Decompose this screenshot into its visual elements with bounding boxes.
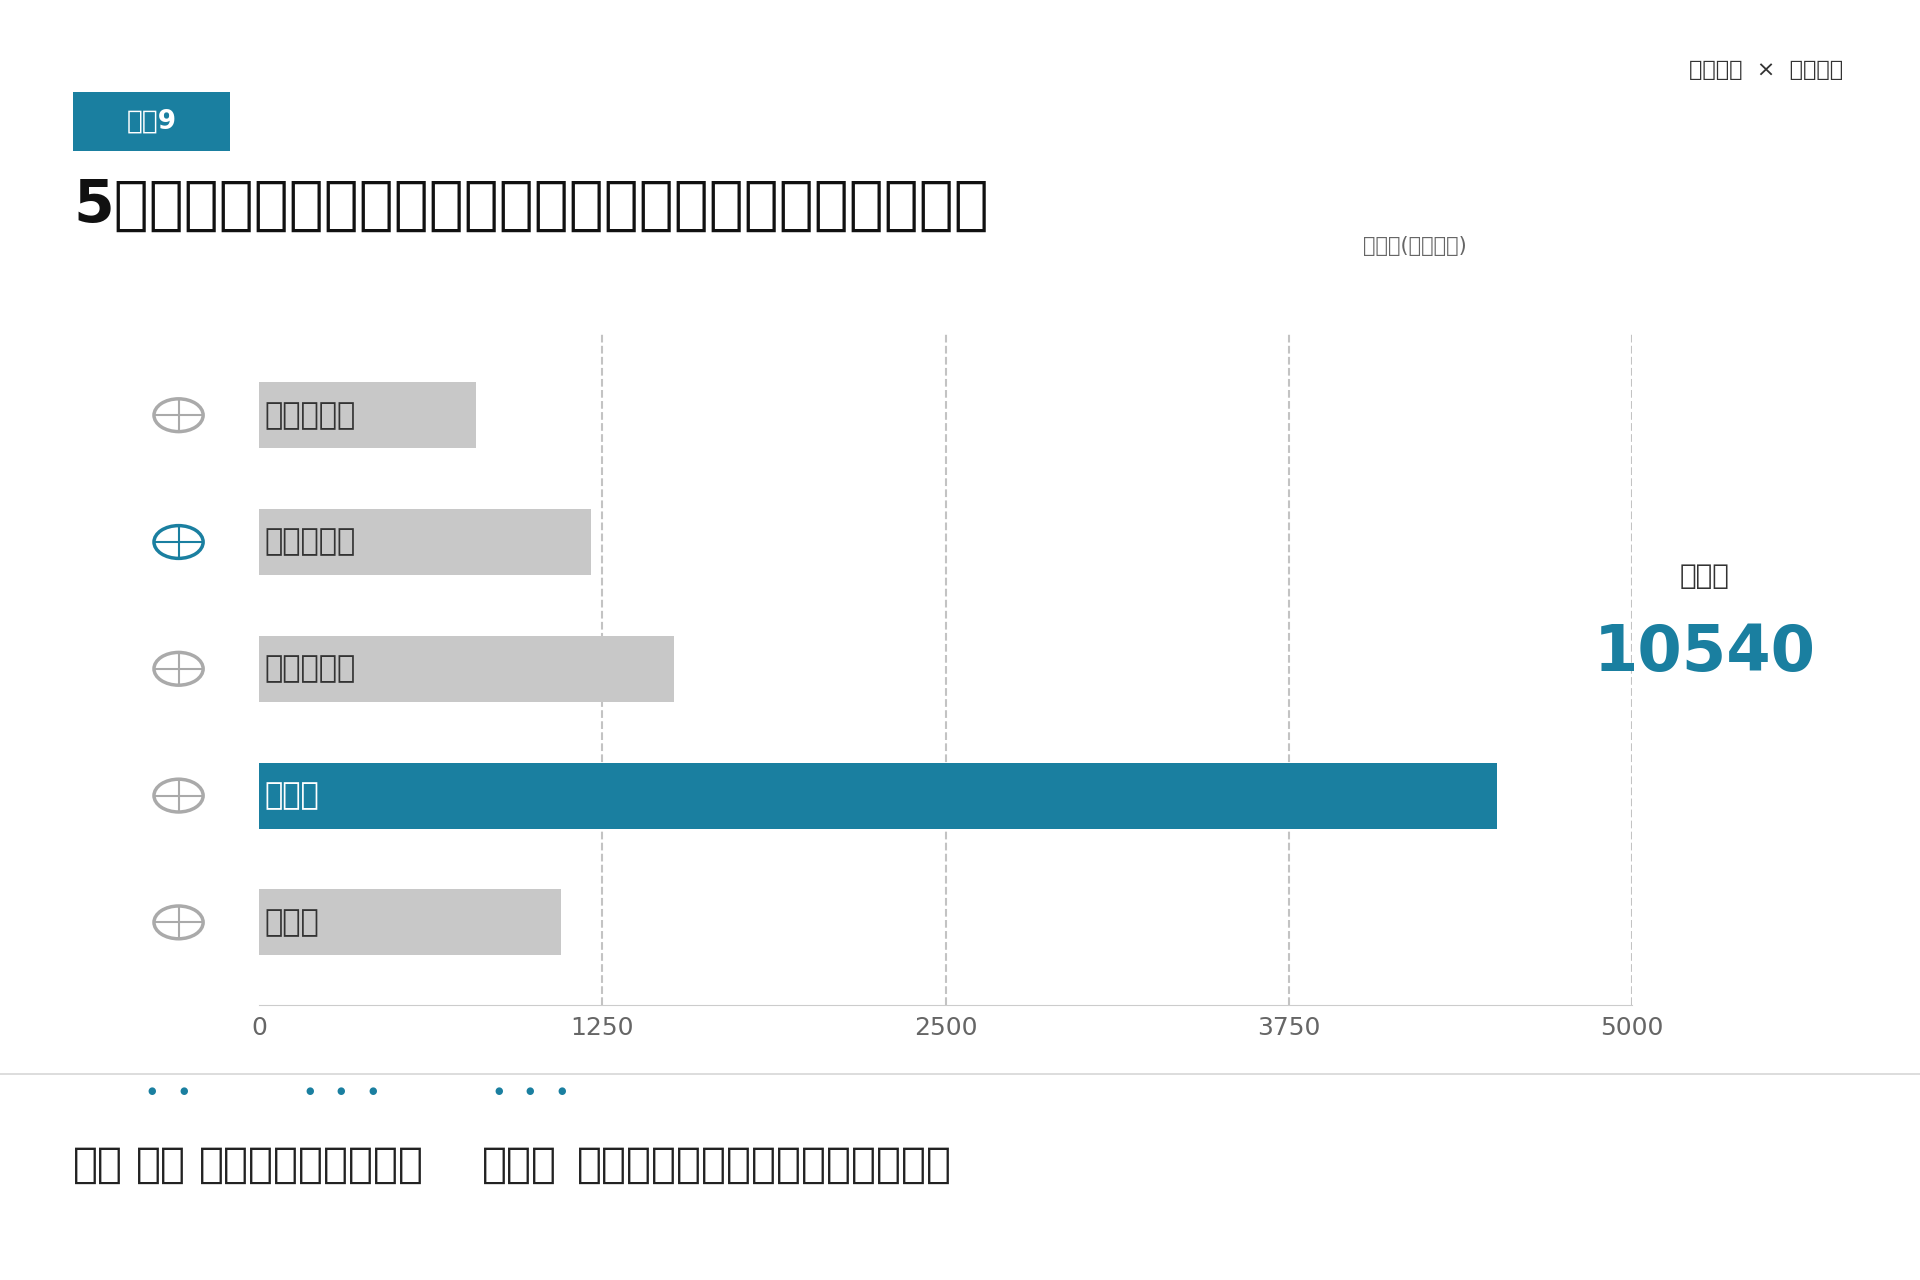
Text: 回答数: 回答数 xyxy=(1680,562,1730,590)
Text: を選択した人が突出して多かった: を選択した人が突出して多かった xyxy=(576,1144,952,1185)
Text: 知多牛: 知多牛 xyxy=(265,781,319,810)
Text: しらす干し: しらす干し xyxy=(265,527,355,557)
Text: 10540: 10540 xyxy=(1594,622,1816,684)
Text: ●: ● xyxy=(336,1085,346,1096)
Bar xyxy=(259,890,561,955)
Text: 南知多町  ×  センキョ: 南知多町 × センキョ xyxy=(1690,60,1843,81)
Text: ●: ● xyxy=(179,1085,188,1096)
Text: ●: ● xyxy=(526,1085,534,1096)
Text: 選択肢(複数回答): 選択肢(複数回答) xyxy=(1363,236,1467,256)
Bar xyxy=(259,636,674,701)
Text: ●: ● xyxy=(148,1085,156,1096)
Text: ●: ● xyxy=(493,1085,503,1096)
Text: 5つの返礼品を見て、購入したいものをお答えください。: 5つの返礼品を見て、購入したいものをお答えください。 xyxy=(73,177,989,233)
Text: チーズ: チーズ xyxy=(265,908,319,937)
Text: ●: ● xyxy=(305,1085,313,1096)
Text: ●: ● xyxy=(369,1085,376,1096)
Text: ●: ● xyxy=(557,1085,566,1096)
Text: 町の: 町の xyxy=(73,1144,123,1185)
Bar xyxy=(259,509,591,575)
Bar xyxy=(259,763,1498,828)
Text: 味付け海苔: 味付け海苔 xyxy=(265,401,355,430)
Bar xyxy=(259,383,476,448)
Text: 名産: 名産 xyxy=(136,1144,186,1185)
Text: である海産物よりも: である海産物よりも xyxy=(200,1144,424,1185)
Text: 知多牛: 知多牛 xyxy=(482,1144,557,1185)
Text: 設問9: 設問9 xyxy=(127,109,177,134)
Text: まるは食堂: まるは食堂 xyxy=(265,654,355,684)
